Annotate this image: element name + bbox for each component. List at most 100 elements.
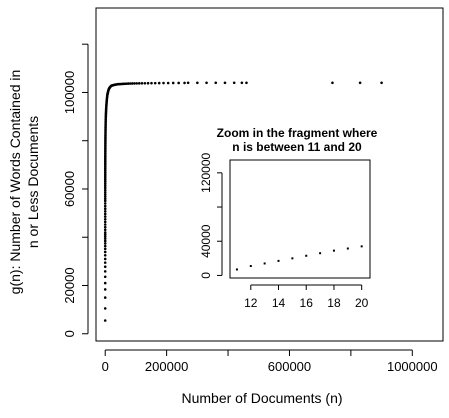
data-point: [103, 235, 107, 238]
data-point: [103, 233, 107, 236]
data-point: [240, 81, 244, 85]
data-point: [103, 223, 107, 226]
y-tick-label: 60000: [62, 171, 77, 207]
data-point: [103, 170, 107, 174]
data-point: [127, 82, 130, 85]
main-plot-frame: [95, 7, 444, 342]
data-point: [103, 220, 107, 224]
data-point: [103, 207, 107, 210]
inset-x-tick-label: 12: [244, 296, 258, 310]
data-point: [380, 81, 383, 85]
x-tick-label: 600000: [268, 359, 311, 374]
data-point: [135, 82, 139, 85]
data-point: [166, 81, 170, 85]
inset-x-tick-label: 18: [327, 296, 341, 310]
y-tick-label: 20000: [62, 267, 77, 303]
inset-data-point: [346, 247, 349, 250]
inset-data-point: [263, 262, 266, 265]
inset-data-points: [235, 245, 363, 271]
data-point: [133, 82, 136, 85]
data-point: [103, 167, 107, 170]
data-point: [232, 81, 236, 85]
data-point: [103, 247, 107, 251]
data-point: [177, 81, 180, 85]
data-point: [103, 254, 107, 257]
data-point: [103, 237, 107, 240]
data-point: [103, 231, 107, 234]
x-tick-label: 0: [102, 359, 109, 374]
data-point: [103, 296, 107, 299]
main-axes: 0 200000 600000 1000000 0 20000 60000 100000: [62, 43, 438, 374]
data-point: [130, 82, 134, 85]
inset-y-tick-label: 0: [199, 272, 213, 279]
inset-title-line2: n is between 11 and 20: [232, 140, 362, 154]
data-point: [103, 288, 107, 291]
data-point: [171, 81, 175, 85]
data-point: [103, 182, 107, 185]
x-axis-title: Number of Documents (n): [181, 390, 342, 406]
data-point: [331, 81, 334, 85]
data-point: [103, 199, 107, 203]
data-point: [103, 178, 107, 181]
data-point: [143, 81, 147, 85]
data-point: [162, 81, 165, 85]
data-point: [103, 165, 107, 168]
data-point: [103, 281, 107, 285]
data-point: [223, 81, 227, 85]
y-tick-label: 100000: [62, 71, 77, 114]
data-point: [103, 265, 107, 269]
data-point: [103, 319, 107, 322]
inset-x-tick-label: 16: [300, 296, 314, 310]
data-point: [245, 81, 248, 85]
inset-data-point: [235, 268, 238, 271]
data-point: [103, 174, 107, 178]
inset-data-point: [291, 257, 294, 260]
data-point: [103, 275, 107, 279]
data-point: [103, 184, 107, 188]
data-point: [103, 172, 107, 176]
inset-data-point: [332, 249, 335, 252]
data-point: [103, 169, 107, 172]
data-point: [214, 81, 218, 85]
data-point: [103, 307, 107, 310]
inset-data-point: [305, 254, 308, 257]
data-point: [103, 180, 107, 183]
data-point: [128, 82, 132, 85]
data-point: [103, 190, 107, 194]
inset-y-tick-label: 40000: [199, 224, 213, 258]
data-point: [103, 195, 107, 198]
inset-x-tick-label: 20: [355, 296, 369, 310]
data-point: [137, 82, 141, 85]
data-point: [103, 186, 107, 190]
data-point: [150, 81, 153, 85]
data-point: [103, 242, 107, 245]
data-point: [103, 250, 107, 254]
data-point: [186, 81, 190, 85]
data-point: [153, 81, 157, 85]
data-point: [103, 202, 107, 205]
data-point: [103, 204, 107, 208]
inset-data-point: [360, 245, 363, 248]
data-point: [358, 81, 362, 85]
inset-x-tick-label: 14: [272, 296, 286, 310]
data-point: [103, 225, 107, 229]
data-point: [103, 197, 107, 200]
data-point: [103, 244, 107, 248]
inset-plot-frame: [229, 159, 371, 279]
inset-axes: 12 14 16 18 20 0 40000 120000: [199, 152, 369, 310]
data-point: [146, 81, 150, 85]
x-tick-label: 1000000: [387, 359, 438, 374]
inset-data-point: [277, 259, 280, 262]
data-point: [103, 215, 107, 218]
data-point: [103, 270, 107, 273]
data-point: [205, 81, 208, 85]
data-point: [103, 217, 107, 221]
y-tick-label: 0: [62, 330, 77, 337]
data-point: [103, 261, 107, 264]
inset-data-point: [319, 252, 322, 255]
data-point: [196, 81, 199, 85]
data-point: [140, 81, 144, 85]
data-point: [103, 228, 107, 232]
data-point: [103, 212, 107, 216]
